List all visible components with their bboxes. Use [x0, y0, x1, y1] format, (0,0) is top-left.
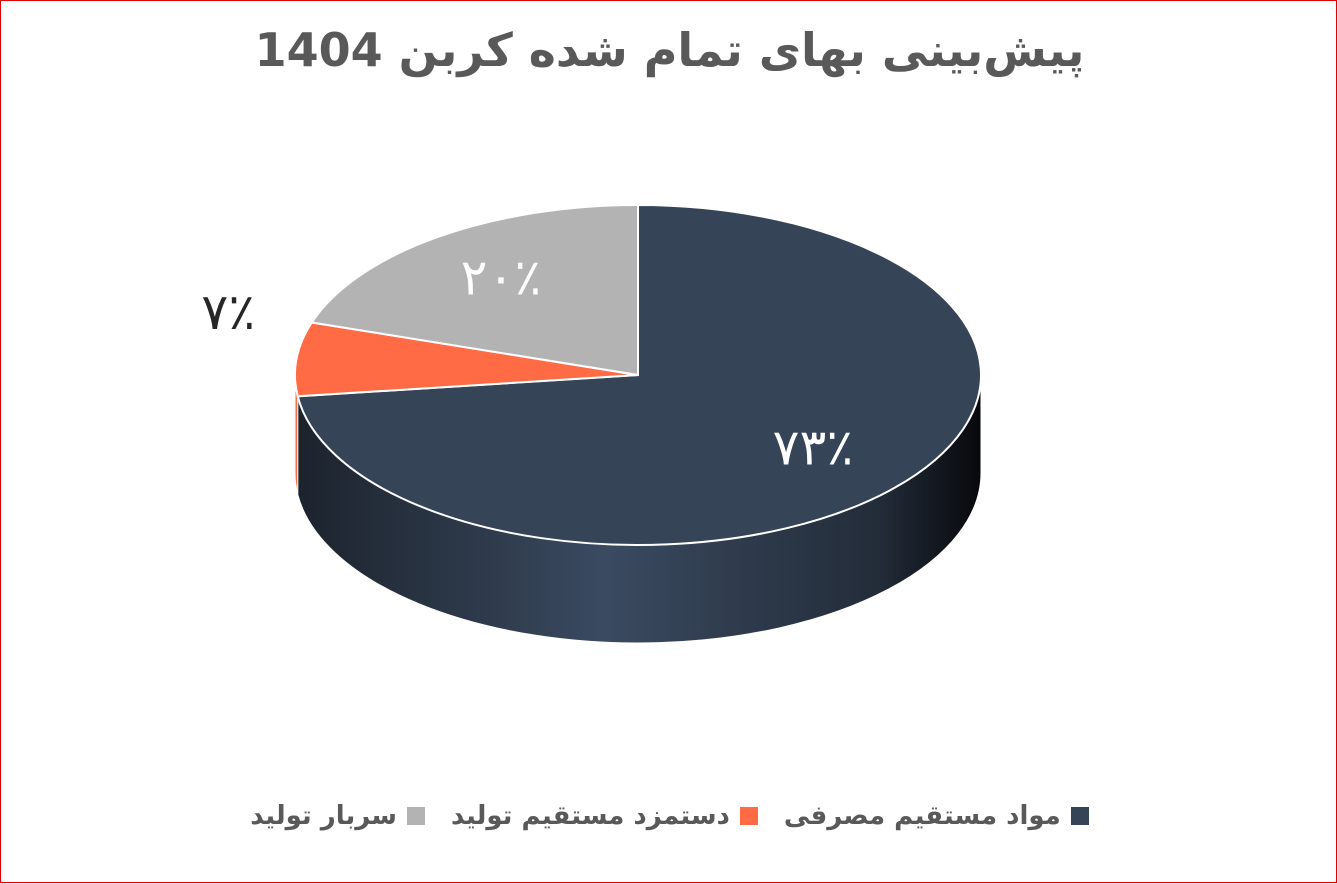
legend-label: سربار تولید — [250, 801, 397, 831]
legend-label: مواد مستقیم مصرفی — [783, 801, 1061, 831]
legend-item: سربار تولید — [250, 801, 425, 831]
data-label: ۷۳٪ — [773, 418, 854, 476]
slice — [294, 321, 639, 398]
legend-item: مواد مستقیم مصرفی — [784, 801, 1089, 831]
slice — [296, 203, 982, 546]
legend-swatch — [1070, 807, 1089, 825]
legend: مواد مستقیم مصرفی دستمزد مستقیم تولید سربا… — [1, 801, 1337, 831]
legend-label: دستمزد مستقیم تولید — [450, 801, 730, 831]
legend-item: دستمزد مستقیم تولید — [451, 801, 758, 831]
legend-swatch — [739, 807, 758, 825]
slice — [310, 203, 639, 377]
data-label: ۲۰٪ — [461, 248, 542, 306]
chart-title: پیش‌بینی بهای تمام شده کربن 1404 — [254, 23, 1085, 77]
data-label: ۷٪ — [201, 283, 255, 341]
legend-swatch — [406, 807, 425, 825]
